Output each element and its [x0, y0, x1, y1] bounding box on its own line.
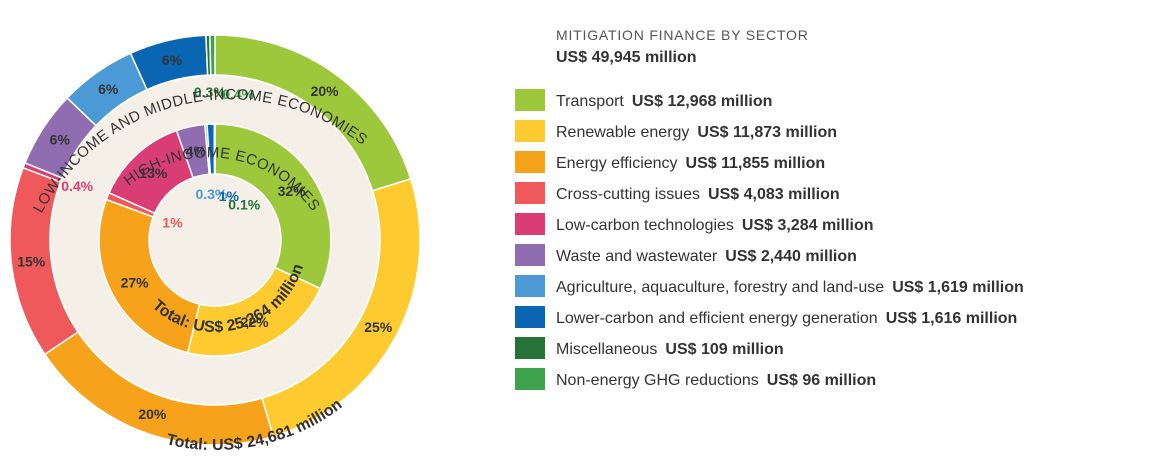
legend-amount: US$ 2,440 million [725, 248, 857, 265]
value-label: 20% [311, 83, 340, 99]
legend-label: Miscellaneous [556, 341, 657, 358]
value-label: 0.1% [228, 197, 260, 213]
legend-entry: Agriculture, aquaculture, forestry and l… [556, 279, 1024, 296]
donut-segment [214, 123, 332, 290]
legend-entry: Energy efficiency US$ 11,855 million [556, 155, 825, 172]
value-label: 0.4% [61, 178, 93, 194]
legend-amount: US$ 1,619 million [892, 279, 1024, 296]
chart-subtitle: US$ 49,945 million [556, 49, 697, 66]
legend-entry: Renewable energy US$ 11,873 million [556, 124, 837, 141]
legend-label: Renewable energy [556, 124, 689, 141]
legend-swatch [515, 182, 545, 204]
donut-segment [213, 123, 216, 175]
value-label: 32% [278, 183, 307, 199]
legend-label: Cross-cutting issues [556, 186, 700, 203]
value-label: 0.4% [222, 86, 254, 102]
value-label: 27% [121, 275, 150, 291]
legend-swatch [515, 89, 545, 111]
legend-swatch [515, 275, 545, 297]
legend-amount: US$ 4,083 million [708, 186, 840, 203]
legend-swatch [515, 213, 545, 235]
value-label: 6% [162, 52, 183, 68]
value-label: 1% [219, 188, 240, 204]
legend-label: Waste and wastewater [556, 248, 718, 265]
legend-amount: US$ 3,284 million [742, 217, 874, 234]
legend-entry: Lower-carbon and efficient energy genera… [556, 310, 1017, 327]
legend-label: Agriculture, aquaculture, forestry and l… [556, 279, 884, 296]
legend-amount: US$ 11,855 million [686, 155, 826, 172]
legend-label: Non-energy GHG reductions [556, 372, 759, 389]
legend-swatch [515, 151, 545, 173]
legend-swatch [515, 368, 545, 390]
legend-amount: US$ 12,968 million [632, 93, 773, 110]
value-label: 0.3% [195, 186, 227, 202]
legend-label: Low-carbon technologies [556, 217, 734, 234]
legend-entry: Non-energy GHG reductions US$ 96 million [556, 372, 876, 389]
legend-entry: Cross-cutting issues US$ 4,083 million [556, 186, 840, 203]
legend-amount: US$ 109 million [665, 341, 783, 358]
legend-amount: US$ 11,873 million [697, 124, 837, 141]
legend-label: Energy efficiency [556, 155, 678, 172]
donut-segment [209, 34, 216, 76]
legend-entry: Waste and wastewater US$ 2,440 million [556, 248, 857, 265]
legend-label: Lower-carbon and efficient energy genera… [556, 310, 878, 327]
value-label: 25% [364, 319, 393, 335]
chart-title: MITIGATION FINANCE BY SECTOR [556, 27, 809, 43]
value-label: 22% [241, 314, 270, 330]
legend-entry: Miscellaneous US$ 109 million [556, 341, 784, 358]
legend-swatch [515, 306, 545, 328]
donut-segment [98, 198, 201, 354]
value-label: 13% [139, 165, 168, 181]
value-label: 6% [50, 131, 71, 147]
legend-swatch [515, 120, 545, 142]
legend-swatch [515, 244, 545, 266]
value-label: 0.3% [194, 84, 226, 100]
value-label: 4% [186, 143, 207, 159]
value-label: 20% [138, 406, 167, 422]
legend-entry: Transport US$ 12,968 million [556, 93, 772, 110]
legend-amount: US$ 96 million [767, 372, 876, 389]
value-label: 6% [98, 81, 119, 97]
value-label: 1% [162, 215, 183, 231]
legend-swatch [515, 337, 545, 359]
legend-label: Transport [556, 93, 624, 110]
legend-amount: US$ 1,616 million [886, 310, 1018, 327]
legend-entry: Low-carbon technologies US$ 3,284 million [556, 217, 874, 234]
value-label: 15% [17, 253, 46, 269]
